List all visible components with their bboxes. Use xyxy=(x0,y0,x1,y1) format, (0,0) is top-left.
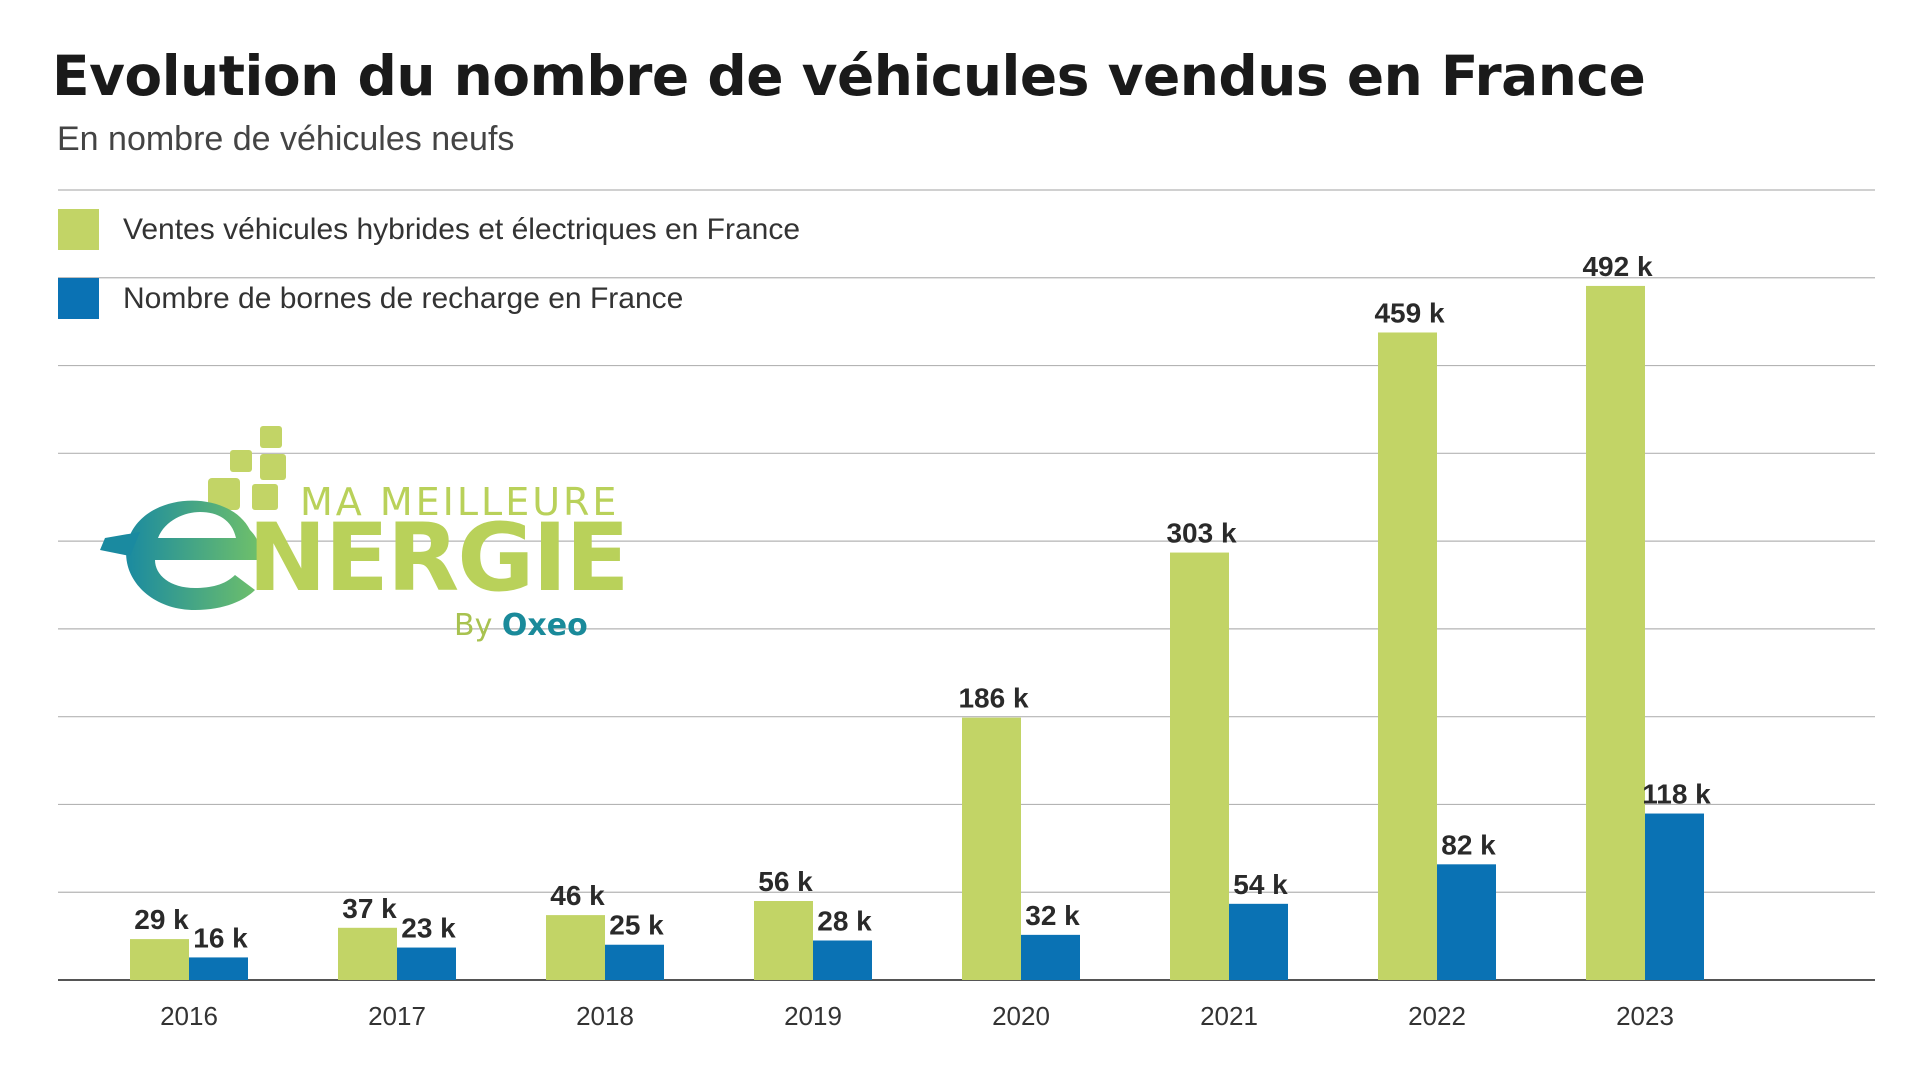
bar-charging-points-2022 xyxy=(1437,864,1496,980)
legend-item-charging-points: Nombre de bornes de recharge en France xyxy=(58,278,683,319)
data-label: 32 k xyxy=(1025,900,1080,931)
x-tick-label: 2020 xyxy=(992,1001,1050,1031)
x-tick-label: 2023 xyxy=(1616,1001,1674,1031)
bar-ev-sales-2021 xyxy=(1170,552,1229,980)
bar-ev-sales-2022 xyxy=(1378,332,1437,980)
bar-ev-sales-2023 xyxy=(1586,285,1645,980)
bar-ev-sales-2019 xyxy=(754,901,813,980)
data-label: 37 k xyxy=(342,893,397,924)
logo-by: By xyxy=(454,608,493,643)
chart-title: Evolution du nombre de véhicules vendus … xyxy=(52,44,1646,108)
x-tick-label: 2021 xyxy=(1200,1001,1258,1031)
bar-charging-points-2018 xyxy=(605,944,664,980)
logo-text-line2: NERGIE xyxy=(248,504,630,613)
data-label: 459 k xyxy=(1374,297,1444,328)
bar-charging-points-2019 xyxy=(813,940,872,980)
bar-ev-sales-2016 xyxy=(130,939,189,980)
x-tick-label: 2019 xyxy=(784,1001,842,1031)
data-label: 46 k xyxy=(550,880,605,911)
logo-byline: By Oxeo xyxy=(454,608,588,643)
x-tick-label: 2022 xyxy=(1408,1001,1466,1031)
data-label: 29 k xyxy=(134,904,189,935)
bar-ev-sales-2018 xyxy=(546,915,605,980)
legend-label-ev-sales: Ventes véhicules hybrides et électriques… xyxy=(123,212,801,246)
legend-swatch-green xyxy=(58,209,99,250)
bar-ev-sales-2020 xyxy=(962,717,1021,980)
data-label: 186 k xyxy=(958,683,1028,714)
data-label: 303 k xyxy=(1166,518,1236,549)
logo-brand: Oxeo xyxy=(501,608,588,643)
bar-charging-points-2023 xyxy=(1645,813,1704,980)
data-label: 25 k xyxy=(609,910,664,941)
data-label: 28 k xyxy=(817,906,872,937)
data-label: 82 k xyxy=(1441,829,1496,860)
data-label: 23 k xyxy=(401,913,456,944)
x-tick-label: 2016 xyxy=(160,1001,218,1031)
bar-charging-points-2020 xyxy=(1021,934,1080,980)
x-tick-label: 2017 xyxy=(368,1001,426,1031)
legend-swatch-blue xyxy=(58,278,99,319)
legend-label-charging-points: Nombre de bornes de recharge en France xyxy=(123,281,684,315)
e-leaf-logo-icon xyxy=(100,426,286,610)
bar-charging-points-2021 xyxy=(1229,903,1288,980)
bar-ev-sales-2017 xyxy=(338,927,397,980)
legend-item-ev-sales: Ventes véhicules hybrides et électriques… xyxy=(58,209,800,250)
bar-charging-points-2017 xyxy=(397,947,456,980)
data-label: 54 k xyxy=(1233,869,1288,900)
bar-charging-points-2016 xyxy=(189,957,248,980)
chart-subtitle: En nombre de véhicules neufs xyxy=(57,120,515,158)
brand-logo: MA MEILLEURE NERGIE By Oxeo xyxy=(100,420,640,650)
data-label: 16 k xyxy=(193,922,248,953)
data-label: 118 k xyxy=(1642,779,1711,810)
data-label: 56 k xyxy=(758,866,813,897)
logo-text-line1: MA MEILLEURE xyxy=(300,480,620,524)
data-label: 492 k xyxy=(1582,251,1652,282)
x-tick-label: 2018 xyxy=(576,1001,634,1031)
